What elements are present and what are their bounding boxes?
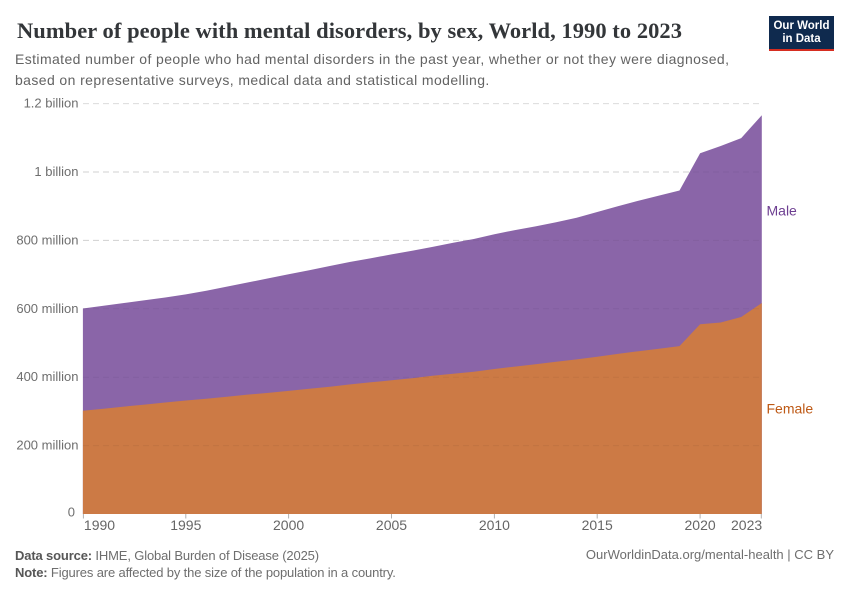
- svg-text:800 million: 800 million: [16, 232, 78, 247]
- svg-text:2010: 2010: [479, 517, 510, 533]
- svg-text:2015: 2015: [582, 517, 613, 533]
- svg-text:Female: Female: [767, 400, 814, 416]
- svg-text:1.2 billion: 1.2 billion: [24, 96, 79, 111]
- svg-text:Male: Male: [767, 203, 798, 219]
- svg-text:200 million: 200 million: [16, 438, 78, 453]
- svg-text:1 billion: 1 billion: [34, 164, 78, 179]
- svg-text:400 million: 400 million: [16, 369, 78, 384]
- svg-text:1995: 1995: [170, 517, 201, 533]
- svg-text:600 million: 600 million: [16, 301, 78, 316]
- svg-text:0: 0: [68, 505, 75, 520]
- svg-text:1990: 1990: [84, 517, 115, 533]
- svg-text:2023: 2023: [731, 517, 762, 533]
- svg-text:2020: 2020: [685, 517, 716, 533]
- svg-text:2005: 2005: [376, 517, 407, 533]
- svg-text:2000: 2000: [273, 517, 304, 533]
